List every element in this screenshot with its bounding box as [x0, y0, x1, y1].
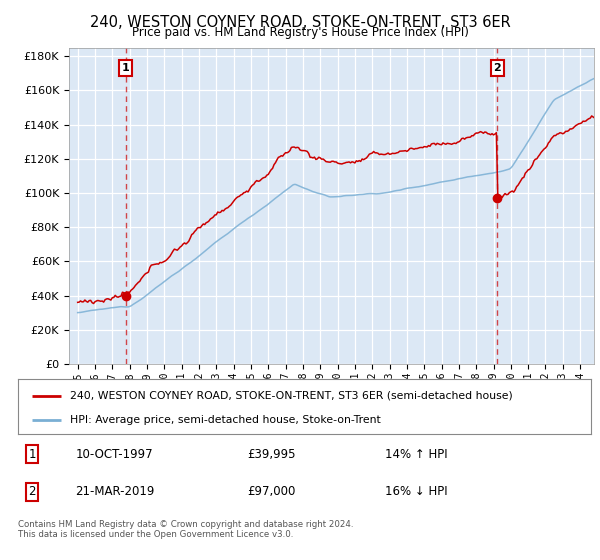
Text: 240, WESTON COYNEY ROAD, STOKE-ON-TRENT, ST3 6ER: 240, WESTON COYNEY ROAD, STOKE-ON-TRENT,…	[89, 15, 511, 30]
Text: 2: 2	[493, 63, 501, 73]
Text: £39,995: £39,995	[247, 447, 296, 461]
Text: Contains HM Land Registry data © Crown copyright and database right 2024.
This d: Contains HM Land Registry data © Crown c…	[18, 520, 353, 539]
Text: 10-OCT-1997: 10-OCT-1997	[76, 447, 153, 461]
Text: Price paid vs. HM Land Registry's House Price Index (HPI): Price paid vs. HM Land Registry's House …	[131, 26, 469, 39]
Text: 1: 1	[28, 447, 36, 461]
Text: 240, WESTON COYNEY ROAD, STOKE-ON-TRENT, ST3 6ER (semi-detached house): 240, WESTON COYNEY ROAD, STOKE-ON-TRENT,…	[70, 390, 512, 400]
Text: 21-MAR-2019: 21-MAR-2019	[76, 486, 155, 498]
Text: £97,000: £97,000	[247, 486, 296, 498]
Text: 1: 1	[122, 63, 130, 73]
Text: HPI: Average price, semi-detached house, Stoke-on-Trent: HPI: Average price, semi-detached house,…	[70, 416, 380, 425]
Text: 16% ↓ HPI: 16% ↓ HPI	[385, 486, 448, 498]
Text: 2: 2	[28, 486, 36, 498]
Text: 14% ↑ HPI: 14% ↑ HPI	[385, 447, 448, 461]
